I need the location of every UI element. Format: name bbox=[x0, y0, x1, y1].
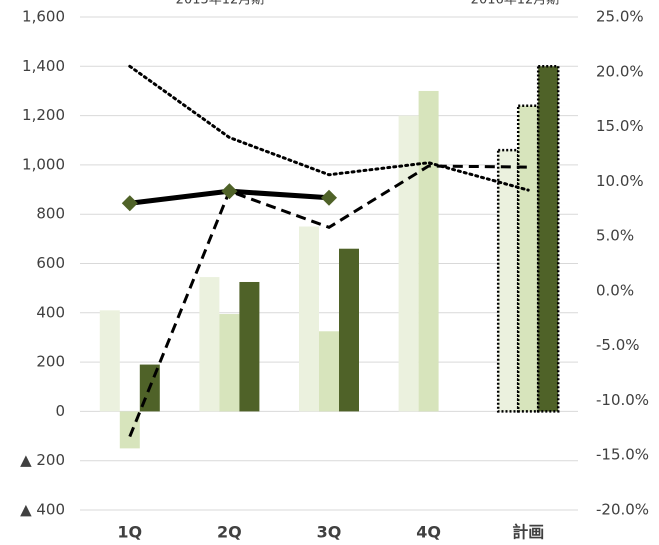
y-tick-label: 800 bbox=[36, 205, 65, 223]
bar bbox=[496, 148, 520, 413]
bar bbox=[99, 310, 120, 412]
y2-tick-label: 20.0% bbox=[596, 62, 644, 80]
y-tick-label: 1,600 bbox=[22, 8, 65, 26]
y2-tick-label: 10.0% bbox=[596, 172, 644, 190]
bar bbox=[219, 314, 240, 412]
x-tick-label: 1Q bbox=[117, 523, 142, 542]
annotation: 2015年12月期 bbox=[176, 0, 265, 8]
bar bbox=[398, 115, 419, 412]
x-tick-label: 4Q bbox=[416, 523, 441, 542]
y-tick-label: 400 bbox=[36, 303, 65, 321]
bar bbox=[536, 65, 560, 413]
bar bbox=[239, 281, 260, 412]
y2-tick-label: -20.0% bbox=[596, 501, 649, 519]
y2-tick-label: 25.0% bbox=[596, 8, 644, 26]
bar bbox=[516, 104, 540, 413]
marker bbox=[221, 183, 238, 200]
x-tick-label: 計画 bbox=[512, 523, 544, 542]
bar bbox=[418, 90, 439, 412]
x-tick-label: 2Q bbox=[217, 523, 242, 542]
y-tick-label: 600 bbox=[36, 254, 65, 272]
bar bbox=[299, 226, 319, 412]
y2-tick-label: 0.0% bbox=[596, 281, 634, 299]
y2-tick-label: 5.0% bbox=[596, 227, 634, 245]
bar bbox=[339, 248, 359, 412]
bar bbox=[199, 277, 220, 412]
y-tick-label: ▲ 400 bbox=[20, 501, 65, 519]
y-tick-label: 1,000 bbox=[22, 155, 65, 173]
y-tick-label: 0 bbox=[55, 402, 65, 420]
y2-tick-label: -10.0% bbox=[596, 391, 649, 409]
y-tick-label: ▲ 200 bbox=[20, 451, 65, 469]
marker bbox=[121, 195, 138, 212]
annotation: 2016年12月期 bbox=[471, 0, 560, 8]
marker bbox=[321, 189, 337, 206]
bar bbox=[319, 331, 339, 412]
y-tick-label: 1,200 bbox=[22, 106, 65, 124]
y-tick-label: 1,400 bbox=[22, 57, 65, 75]
y2-tick-label: -15.0% bbox=[596, 446, 649, 464]
line bbox=[128, 164, 529, 438]
y2-tick-label: -5.0% bbox=[596, 336, 640, 354]
y2-tick-label: 15.0% bbox=[596, 117, 644, 135]
x-tick-label: 3Q bbox=[317, 523, 342, 542]
y-tick-label: 200 bbox=[36, 353, 65, 371]
line bbox=[128, 64, 530, 192]
